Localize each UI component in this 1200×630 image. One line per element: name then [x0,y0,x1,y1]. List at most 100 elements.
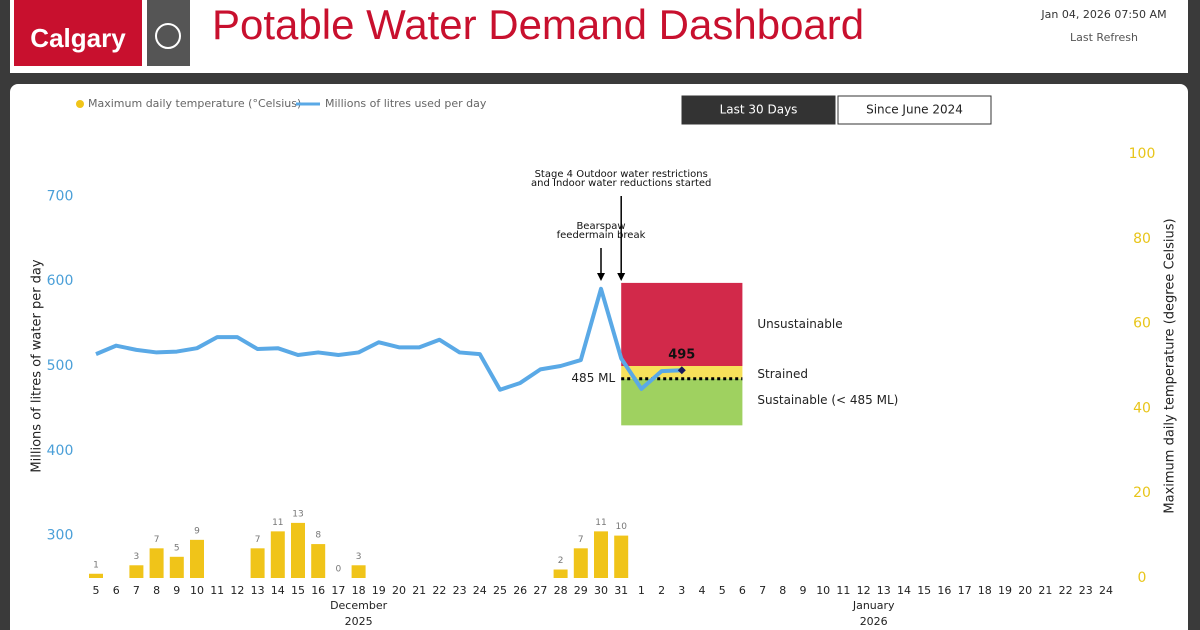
x-tick-label: 10 [816,584,830,597]
zone-label: Strained [757,367,808,381]
y2-tick-label: 100 [1129,146,1156,162]
annotation-arrowhead [597,273,605,281]
x-tick-label: 20 [1018,584,1032,597]
chart-panel [10,84,1188,630]
legend-label: Maximum daily temperature (°Celsius) [88,97,301,110]
y-tick-label: 700 [47,188,74,204]
crest-icon [155,23,181,49]
bar-value-label: 7 [578,535,584,545]
month-label: January [852,599,895,612]
x-tick-label: 8 [779,584,786,597]
x-tick-label: 13 [877,584,891,597]
bar-value-label: 3 [134,552,140,562]
x-tick-label: 8 [153,584,160,597]
last-value-label: 495 [668,348,695,363]
annotation-arrowhead [617,273,626,281]
x-tick-label: 15 [291,584,305,597]
x-tick-label: 11 [836,584,850,597]
y-tick-label: 300 [47,528,74,544]
threshold-label: 485 ML [571,371,615,385]
legend-label: Millions of litres used per day [325,97,487,110]
filter-button[interactable] [681,95,836,125]
x-tick-label: 2 [658,584,665,597]
x-tick-label: 5 [93,584,100,597]
y2-tick-label: 40 [1133,400,1151,416]
temperature-bar [594,531,608,578]
x-tick-label: 26 [513,584,527,597]
x-tick-label: 11 [210,584,224,597]
temperature-bar [573,548,588,578]
filter-button[interactable] [837,95,992,125]
x-tick-label: 15 [917,584,931,597]
x-tick-label: 24 [473,584,487,597]
y-tick-label: 600 [47,273,74,289]
x-tick-label: 1 [638,584,645,597]
temperature-bar [149,548,164,578]
y2-tick-label: 0 [1138,570,1147,586]
x-tick-label: 7 [133,584,140,597]
temperature-bar [311,544,326,578]
x-tick-label: 27 [533,584,547,597]
demand-line [95,286,682,392]
bar-value-label: 10 [615,522,627,532]
x-tick-label: 18 [352,584,366,597]
page-title: Potable Water Demand Dashboard [212,1,864,48]
y2-axis-title: Maximum daily temperature (degree Celsiu… [1163,218,1178,513]
bar-value-label: 11 [595,518,606,528]
x-tick-label: 19 [998,584,1012,597]
x-tick-label: 9 [173,584,180,597]
x-tick-label: 12 [230,584,244,597]
bar-value-label: 2 [558,556,564,566]
filter-button-label[interactable]: Last 30 Days [720,103,798,117]
x-tick-label: 18 [978,584,992,597]
logo-text: Calgary [30,23,126,53]
last-point [677,366,686,375]
x-tick-label: 12 [857,584,871,597]
bar-value-label: 0 [336,565,342,575]
x-tick-label: 9 [800,584,807,597]
temperature-bar [129,565,144,578]
x-tick-label: 16 [937,584,951,597]
logo-box [14,0,142,66]
bar-value-label: 5 [174,543,180,553]
x-tick-label: 14 [271,584,285,597]
temperature-bar [553,569,568,578]
bar-value-label: 1 [93,560,99,570]
x-tick-label: 5 [719,584,726,597]
annotation-text: and Indoor water reductions started [531,178,711,189]
bar-value-label: 3 [356,552,362,562]
x-tick-label: 6 [739,584,746,597]
x-tick-label: 25 [493,584,507,597]
x-tick-label: 14 [897,584,911,597]
bar-value-label: 9 [194,526,200,536]
x-tick-label: 20 [392,584,406,597]
x-tick-label: 7 [759,584,766,597]
y2-tick-label: 60 [1133,316,1151,332]
x-tick-label: 23 [1079,584,1093,597]
annotation-text: Stage 4 Outdoor water restrictions [535,169,708,180]
x-tick-label: 4 [699,584,706,597]
bar-value-label: 7 [154,535,160,545]
y-axis-title: Millions of litres of water per day [30,259,45,472]
x-tick-label: 17 [958,584,972,597]
header-bar [10,0,1188,73]
temperature-bar [614,535,629,578]
year-label: 2026 [860,615,888,628]
x-tick-label: 10 [190,584,204,597]
filter-button-label[interactable]: Since June 2024 [866,103,963,117]
x-tick-label: 23 [453,584,467,597]
x-tick-label: 22 [1059,584,1073,597]
x-tick-label: 31 [614,584,628,597]
temperature-bar [190,539,204,578]
x-tick-label: 17 [331,584,345,597]
x-tick-label: 24 [1099,584,1113,597]
year-label: 2025 [345,615,373,628]
bar-value-label: 11 [272,518,283,528]
temperature-bar [351,565,366,578]
temperature-bar [89,573,103,578]
temperature-bar [169,556,184,578]
x-tick-label: 29 [574,584,588,597]
x-tick-label: 30 [594,584,608,597]
zone-label: Sustainable (< 485 ML) [757,393,898,407]
x-tick-label: 3 [678,584,685,597]
